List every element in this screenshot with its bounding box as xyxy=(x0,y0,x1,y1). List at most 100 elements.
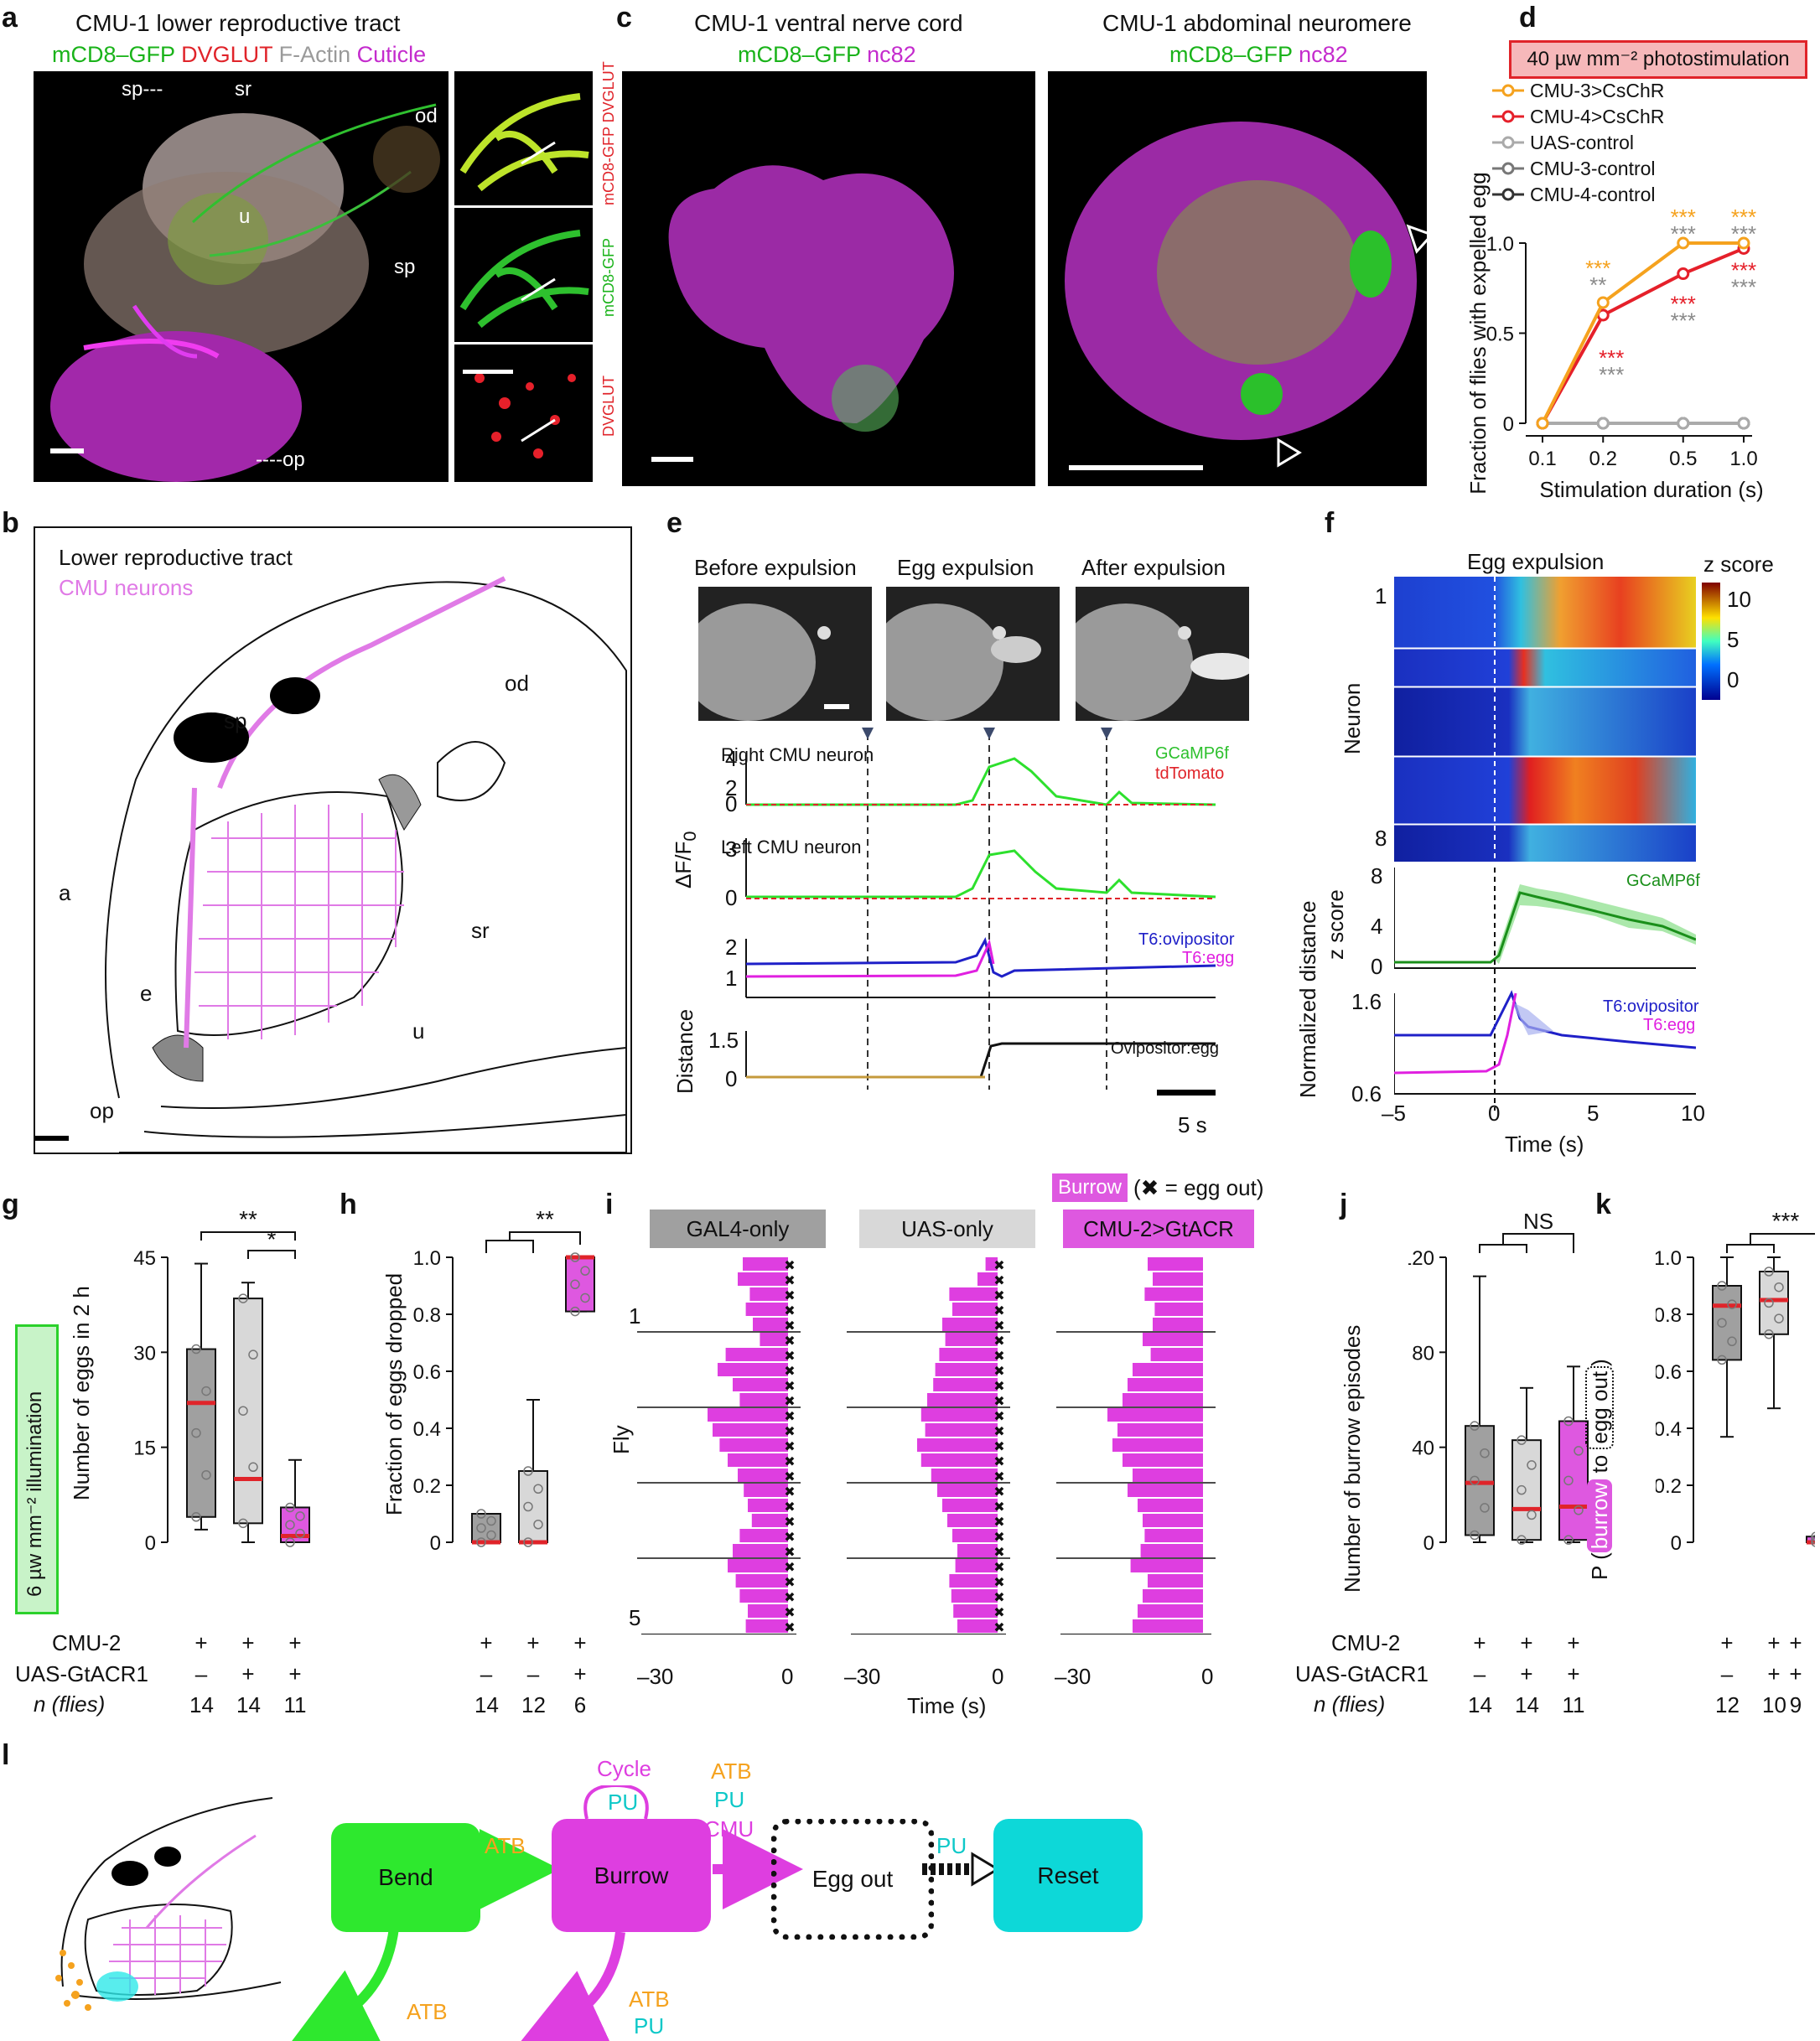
micrograph-drawing xyxy=(50,103,440,482)
l-atb-bend: ATB xyxy=(407,1999,448,2024)
state-egg-out: Egg out xyxy=(771,1819,934,1940)
data-point xyxy=(1563,1535,1574,1545)
ytick-label: 0 xyxy=(430,1532,441,1555)
data-point xyxy=(1574,1446,1584,1456)
l-pu-burrow: PU xyxy=(634,2013,665,2038)
burrow-bar xyxy=(728,1453,788,1467)
burrow-bar xyxy=(933,1378,998,1391)
state-burrow: Burrow xyxy=(552,1819,711,1932)
egg-out-marker: ✖ xyxy=(993,1334,1004,1349)
box xyxy=(233,1298,263,1525)
data-point xyxy=(1517,1484,1527,1495)
egg-out-marker: ✖ xyxy=(784,1591,795,1605)
ytick-label: 0.4 xyxy=(413,1418,441,1441)
genotype-cell: + xyxy=(194,1630,208,1655)
ytick-label: 0 xyxy=(145,1532,156,1555)
genotype-cell: + xyxy=(573,1661,587,1686)
egg-out-marker: ✖ xyxy=(993,1591,1004,1605)
genotype-cell: + xyxy=(241,1661,255,1686)
neuromere-drawing xyxy=(1065,122,1427,470)
legend-entry: CMU-3>CsChR xyxy=(1530,80,1664,101)
b-legend-tract: Lower reproductive tract xyxy=(59,545,293,570)
frame-expulsion-drawing xyxy=(886,603,1041,721)
burrow-bar xyxy=(952,1529,998,1542)
burrow-bar xyxy=(931,1469,998,1482)
burrow-bar xyxy=(1153,1272,1203,1286)
data-point xyxy=(1717,1318,1727,1328)
burrow-bar xyxy=(748,1604,788,1618)
egg-out-marker: ✖ xyxy=(784,1561,795,1575)
data-point xyxy=(1764,1267,1774,1277)
egg-out-marker: ✖ xyxy=(784,1319,795,1334)
legend-marker xyxy=(1501,84,1515,97)
d-significance-stars: *** xyxy=(1731,274,1756,299)
egg-out-marker: ✖ xyxy=(784,1576,795,1590)
egg-out-marker: ✖ xyxy=(993,1289,1004,1303)
burrow-bar xyxy=(949,1287,998,1301)
genotype-cell: – xyxy=(194,1661,208,1686)
egg-out-marker: ✖ xyxy=(993,1576,1004,1590)
ytick-label: 0.8 xyxy=(1656,1304,1682,1327)
f-legend-gcamp: GCaMP6f xyxy=(1626,872,1700,890)
genotype-cell: + xyxy=(1720,1630,1734,1655)
data-point xyxy=(1563,1416,1574,1427)
data-point xyxy=(191,1427,201,1438)
data-point xyxy=(1764,1329,1774,1339)
e-legend-t6-egg: T6:egg xyxy=(1182,949,1235,967)
d-xlabel: Stimulation duration (s) xyxy=(1539,477,1763,502)
legend-entry: CMU-4-control xyxy=(1530,184,1656,205)
burrow-bar xyxy=(744,1484,788,1497)
panel-letter: i xyxy=(605,1189,614,1220)
data-point xyxy=(238,1406,248,1416)
k-ylabel: P (burrow to egg out) xyxy=(1585,1359,1614,1580)
egg-out-marker: ✖ xyxy=(993,1470,1004,1484)
egg-out-marker: ✖ xyxy=(784,1425,795,1439)
d-point xyxy=(1737,417,1750,430)
legend-marker xyxy=(1501,188,1515,201)
burrow-bar xyxy=(1153,1318,1203,1331)
box xyxy=(1712,1285,1742,1361)
anatomy-schematic: Lower reproductive tract CMU neurons od … xyxy=(34,526,632,1154)
panel-e-traces xyxy=(745,728,1216,1096)
d-significance-stars: *** xyxy=(1671,205,1696,230)
genotype-cell: – xyxy=(1720,1661,1734,1686)
data-point xyxy=(523,1466,533,1476)
f-zscore-label: z score xyxy=(1703,552,1774,577)
burrow-bar xyxy=(1138,1499,1203,1512)
genotype-cell: + xyxy=(573,1630,587,1655)
sig-label: ** xyxy=(239,1207,257,1232)
burrow-bar xyxy=(728,1559,788,1572)
j-boxplot: 0 40 80 120 NS xyxy=(1408,1209,1589,1555)
burrow-bar xyxy=(708,1408,788,1422)
ytick-label: 0 xyxy=(1671,1532,1682,1555)
i-ylabel: Fly xyxy=(609,1425,634,1454)
burrow-bar xyxy=(745,1619,788,1633)
egg-out-marker: ✖ xyxy=(993,1259,1004,1273)
d-ytick-label: 0.5 xyxy=(1486,324,1514,346)
burrow-bar xyxy=(739,1393,788,1406)
burrow-bar xyxy=(917,1438,998,1452)
panel-letter: f xyxy=(1325,507,1335,539)
egg-out-marker: ✖ xyxy=(993,1274,1004,1288)
data-point xyxy=(285,1520,295,1530)
egg-out-marker: ✖ xyxy=(993,1410,1004,1424)
d-legend: CMU-3>CsChR CMU-4>CsChR UAS-control CMU-3-c… xyxy=(1492,80,1664,205)
l-atb-2: ATB xyxy=(711,1759,752,1784)
d-series-line xyxy=(1541,241,1744,424)
f-bot-tick: 0.6 xyxy=(1351,1081,1382,1106)
d-significance-stars: *** xyxy=(1671,308,1696,334)
b-legend-cmu: CMU neurons xyxy=(59,575,194,600)
box xyxy=(186,1348,216,1518)
e-legend-ovi-egg: Ovipositor:egg xyxy=(1111,1039,1219,1058)
burrow-bar xyxy=(1133,1363,1203,1376)
burrow-bar xyxy=(945,1333,998,1346)
e-tick: 1 xyxy=(725,966,738,991)
ytick-label: 15 xyxy=(133,1438,156,1460)
i-group-uas: UAS-only xyxy=(859,1210,1035,1248)
data-point xyxy=(238,1518,248,1529)
h-ylabel: Fraction of eggs dropped xyxy=(381,1272,407,1515)
d-xtick-label: 0.5 xyxy=(1669,448,1697,470)
row-label-cmu2: CMU-2 xyxy=(52,1630,122,1655)
legend-entry: CMU-4>CsChR xyxy=(1530,106,1664,127)
vnc-micrograph xyxy=(622,71,1035,486)
